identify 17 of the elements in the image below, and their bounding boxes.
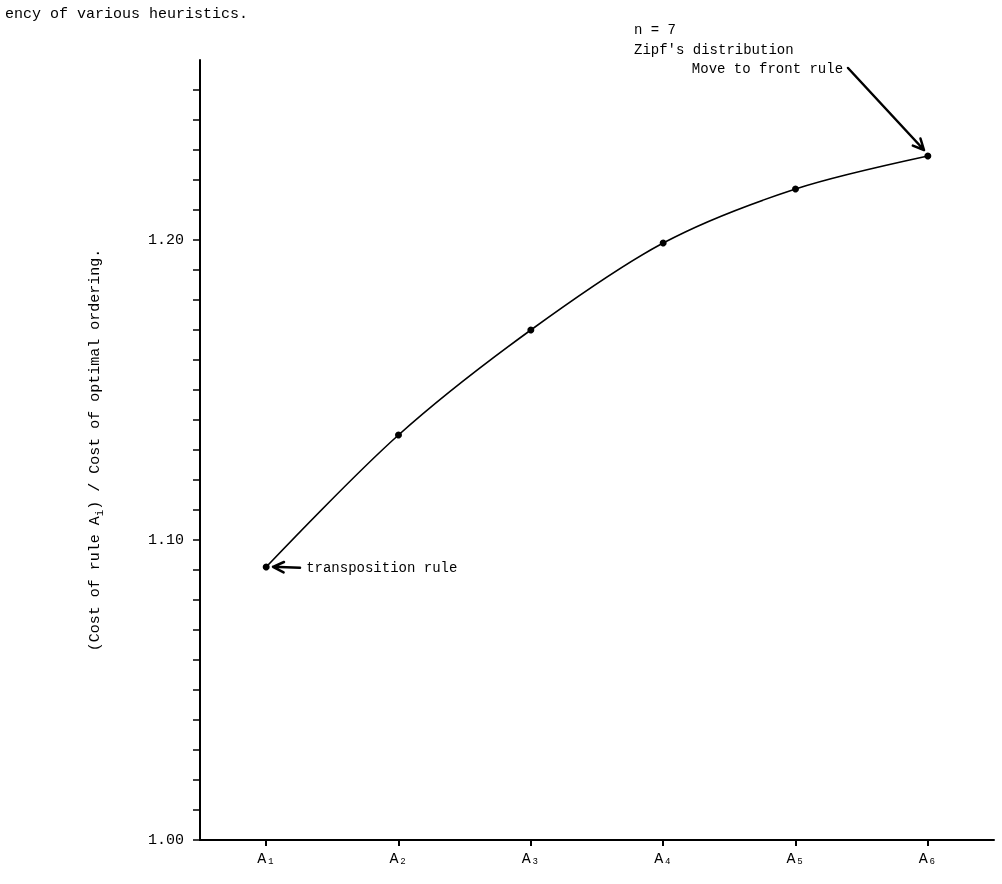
y-tick-label: 1.20 — [147, 231, 184, 249]
y-tick-label: 1.00 — [147, 831, 184, 849]
y-tick-label: 1.10 — [147, 531, 184, 549]
x-tick-label: A₃ — [521, 851, 540, 868]
y-axis-title: (Cost of rule Ai) / Cost of optimal ordering. — [87, 248, 106, 652]
text: n = 7 — [634, 22, 677, 38]
x-tick-label: A₆ — [918, 851, 937, 868]
chart-title: ency of various heuristics. — [5, 6, 249, 23]
x-tick-label: A₅ — [786, 851, 805, 868]
x-tick-label: A₄ — [654, 851, 673, 868]
x-tick-label: A₁ — [257, 851, 276, 868]
x-tick-label: A₂ — [389, 851, 408, 868]
annotation: Move to front rule — [691, 61, 844, 77]
annotation: transposition rule — [306, 560, 458, 576]
point — [395, 431, 402, 439]
text: Zipf's distribution — [634, 42, 794, 58]
point — [792, 185, 799, 193]
